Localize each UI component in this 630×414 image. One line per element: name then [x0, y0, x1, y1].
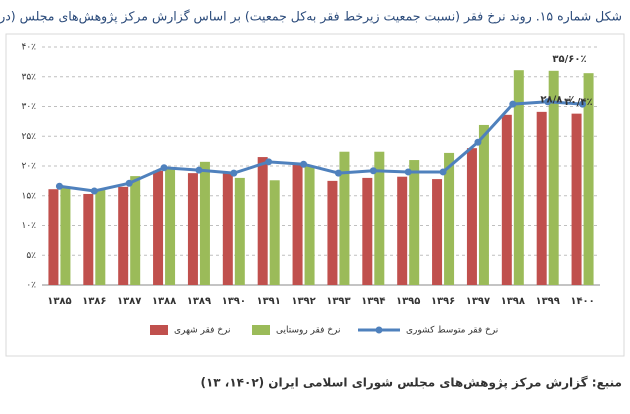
legend-swatch [150, 325, 168, 335]
x-tick-label: ۱۳۹۷ [466, 296, 490, 307]
line-marker [404, 168, 412, 176]
bar [304, 166, 315, 285]
x-tick-label: ۱۳۹۵ [396, 296, 420, 307]
bar [397, 176, 408, 285]
line-marker [369, 167, 377, 175]
bar [571, 113, 582, 285]
line-marker [474, 138, 482, 146]
legend-marker [375, 326, 383, 334]
legend-swatch [252, 325, 270, 335]
y-tick-label: ۱۵٪ [21, 191, 36, 201]
line-marker [300, 160, 308, 168]
line-marker [579, 100, 587, 108]
source-note: منبع: گزارش مرکز پژوهش‌های مجلس شورای اس… [200, 376, 622, 391]
bar [165, 167, 176, 285]
x-tick-label: ۱۳۹۸ [501, 296, 525, 307]
bar [327, 180, 338, 285]
y-tick-label: ۱۰٪ [21, 221, 36, 231]
x-tick-label: ۱۳۸۷ [117, 296, 141, 307]
x-tick-label: ۱۳۹۲ [291, 296, 315, 307]
y-tick-label: ۳۵٪ [21, 72, 36, 82]
bar [118, 186, 129, 285]
bar [339, 151, 350, 285]
bar [466, 148, 477, 285]
line-marker [195, 166, 203, 174]
bar [269, 180, 280, 285]
y-tick-label: ۳۰٪ [21, 102, 36, 112]
x-tick-label: ۱۳۹۰ [222, 296, 246, 307]
bar [432, 179, 443, 285]
bar [513, 70, 524, 285]
x-tick-label: ۱۳۸۶ [82, 296, 106, 307]
data-label: ۳۵/۶۰٪ [552, 54, 586, 65]
bar [234, 177, 245, 285]
bar [444, 152, 455, 285]
bar [583, 73, 594, 286]
legend-label: نرخ فقر روستایی [276, 326, 341, 336]
y-tick-label: ۵٪ [26, 251, 36, 261]
y-tick-label: ۰٪ [26, 281, 36, 291]
x-tick-label: ۱۳۹۶ [431, 296, 455, 307]
x-tick-label: ۱۳۹۳ [326, 296, 350, 307]
data-label: ۳۰/۴٪ [564, 97, 592, 108]
data-label: ۲۸/۸۰٪ [540, 95, 574, 106]
line-marker [230, 169, 238, 177]
x-tick-label: ۱۳۹۱ [256, 296, 280, 307]
bar [60, 186, 71, 285]
y-tick-label: ۴۰٪ [21, 43, 36, 53]
bar [374, 151, 385, 285]
line-marker [334, 169, 342, 177]
line-marker [160, 164, 168, 172]
bar [153, 170, 164, 285]
line-marker [125, 179, 133, 187]
bar [257, 157, 268, 285]
bar [199, 161, 210, 285]
bar [548, 70, 559, 285]
line-marker [265, 158, 273, 166]
bar [48, 189, 59, 285]
legend-label: نرخ فقر متوسط کشوری [406, 326, 498, 336]
bar [130, 176, 141, 285]
bar [95, 189, 106, 285]
x-tick-label: ۱۳۸۹ [187, 296, 211, 307]
bar [222, 171, 233, 285]
x-tick-label: ۱۳۹۴ [361, 296, 385, 307]
bar [362, 177, 373, 285]
x-tick-label: ۱۳۸۵ [47, 296, 71, 307]
bar [501, 114, 512, 285]
chart-title: شکل شماره ۱۵. روند نرخ فقر (نسبت جمعیت ز… [0, 9, 622, 25]
bar [409, 160, 420, 285]
line-marker [439, 168, 447, 176]
legend-label: نرخ فقر شهری [174, 326, 231, 336]
x-tick-label: ۱۳۹۹ [535, 296, 559, 307]
line-marker [509, 100, 517, 108]
x-tick-label: ۱۳۸۸ [152, 296, 176, 307]
y-tick-label: ۲۵٪ [21, 132, 36, 142]
bar [187, 173, 198, 285]
line-marker [544, 98, 552, 106]
bar [292, 164, 303, 285]
chart-frame [5, 33, 625, 357]
bar [83, 193, 94, 285]
y-tick-label: ۲۰٪ [21, 162, 36, 172]
line-marker [55, 182, 63, 190]
x-tick-label: ۱۴۰۰ [570, 296, 594, 307]
bar [478, 124, 489, 285]
line [59, 100, 583, 193]
line-marker [90, 187, 98, 195]
bar [536, 111, 547, 285]
